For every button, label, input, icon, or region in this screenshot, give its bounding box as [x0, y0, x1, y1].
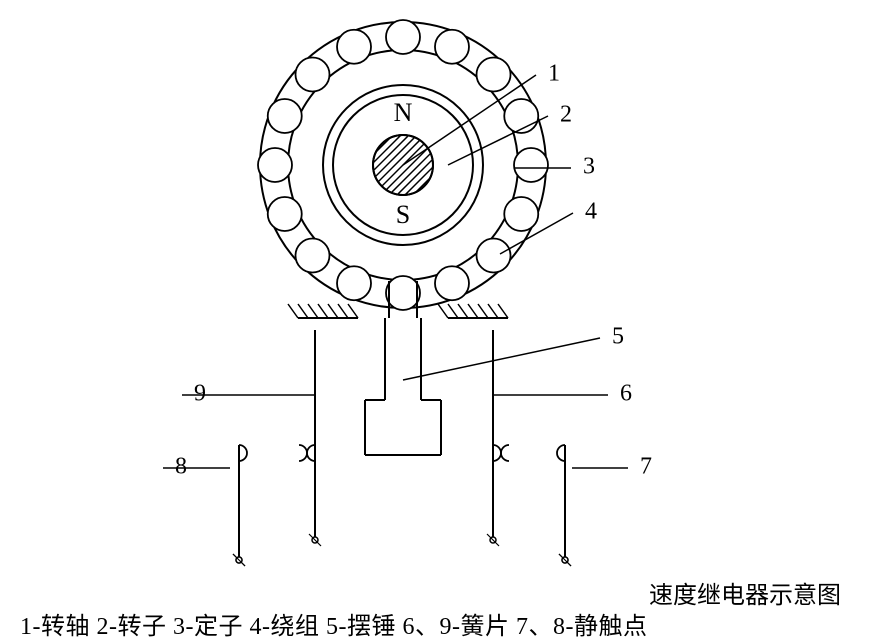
svg-text:N: N [394, 98, 413, 127]
svg-text:6: 6 [620, 381, 632, 407]
caption: 速度继电器示意图 [0, 575, 890, 610]
svg-text:3: 3 [583, 154, 595, 180]
svg-text:4: 4 [585, 199, 597, 225]
svg-text:5: 5 [612, 324, 624, 350]
legend-row: 1-转轴 2-转子 3-定子 4-绕组 5-摆锤 6、9-簧片 7、8-静触点 [0, 606, 890, 641]
svg-text:7: 7 [640, 454, 652, 480]
speed-relay-diagram: N S 123 4 5 6 7 8 9 [0, 0, 890, 638]
svg-text:9: 9 [194, 381, 206, 407]
svg-text:1: 1 [548, 61, 560, 87]
svg-text:2: 2 [560, 102, 572, 128]
svg-text:8: 8 [175, 454, 187, 480]
svg-text:S: S [396, 200, 410, 229]
